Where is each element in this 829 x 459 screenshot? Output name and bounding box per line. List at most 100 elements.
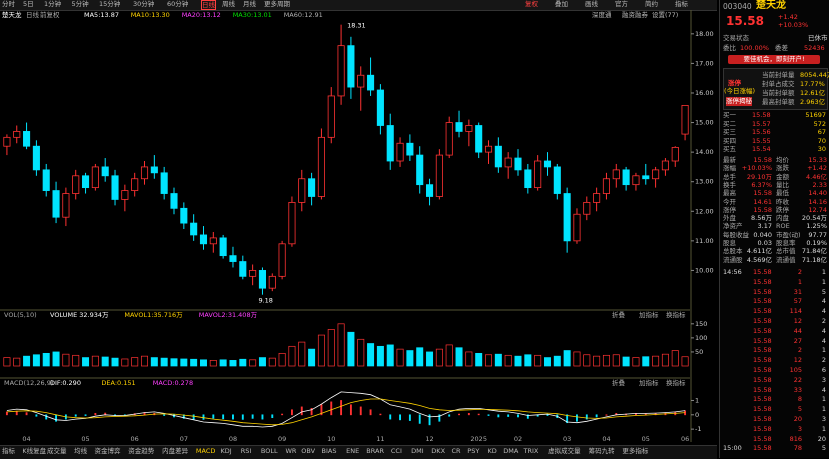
- macd-bar: [595, 414, 598, 418]
- period-tab[interactable]: 更多周期: [264, 0, 290, 8]
- chart: 18.00 17.00 16.00 15.00 14.00 13.00 12.00 11.00…: [0, 10, 714, 443]
- header-button[interactable]: 设置(77): [652, 11, 679, 19]
- indicator-tab[interactable]: K线复盘: [22, 447, 47, 455]
- indicator-tab[interactable]: 均线: [74, 447, 88, 455]
- indicator-tab[interactable]: KDJ: [220, 447, 232, 455]
- indicator-tab[interactable]: BRAR: [366, 447, 384, 455]
- indicator-tab[interactable]: WR: [285, 447, 297, 455]
- tool-button[interactable]: 简约: [645, 0, 658, 8]
- indicator-tab[interactable]: BOLL: [260, 447, 278, 455]
- indicator-tab[interactable]: DKX: [431, 447, 446, 455]
- pct: +10.03%: [778, 21, 809, 29]
- tool-button[interactable]: 官方: [615, 0, 628, 8]
- indicator-tab[interactable]: 资金博弈: [94, 447, 121, 455]
- panel-legend: DEA:0.151: [101, 379, 135, 387]
- limit-key: 最高封单额: [762, 98, 795, 106]
- macd-bar: [467, 413, 470, 416]
- period-tab[interactable]: 分时: [2, 0, 15, 8]
- y-tick-label: 18.00: [695, 30, 714, 38]
- indicator-tab[interactable]: TRIX: [523, 447, 539, 455]
- candle-body: [160, 172, 168, 194]
- candle-body: [376, 89, 384, 126]
- period-tab[interactable]: 周线: [222, 0, 235, 8]
- trade-volume: 57: [793, 297, 802, 306]
- candle-body: [317, 136, 325, 197]
- panel-button: 加指标: [639, 310, 659, 319]
- macd-bar: [251, 414, 254, 419]
- tool-button[interactable]: 复权: [525, 0, 538, 8]
- indicator-tab[interactable]: OBV: [301, 447, 316, 455]
- tool-button[interactable]: 叠加: [555, 0, 568, 8]
- banner[interactable]: 要佳机会，即刻开户!: [728, 55, 820, 64]
- candle-body: [199, 234, 208, 245]
- period-tab[interactable]: 60分钟: [167, 0, 189, 8]
- indicator-tab[interactable]: DMA: [503, 447, 519, 455]
- indicator-tab[interactable]: MACD: [195, 447, 216, 455]
- volume-bar: [612, 354, 620, 367]
- limit-tag: 涨停揭秘: [726, 97, 752, 106]
- macd-bar: [458, 413, 460, 416]
- period-tab[interactable]: 5日: [23, 0, 34, 8]
- candle-body: [23, 131, 31, 147]
- indicator-tab[interactable]: PSY: [467, 447, 480, 455]
- indicator-tab[interactable]: 内盘差异: [162, 447, 189, 455]
- macd-bar: [576, 414, 578, 422]
- stat-value: 29.10万: [746, 172, 772, 181]
- trade-volume: 5: [797, 405, 802, 414]
- tool-button[interactable]: 指标: [675, 0, 688, 8]
- header-button[interactable]: 融资融券: [622, 11, 648, 19]
- stat-key: 量比: [776, 180, 789, 189]
- period-tab[interactable]: 30分钟: [133, 0, 155, 8]
- candle-body: [642, 175, 650, 180]
- indicator-tab[interactable]: ENE: [346, 447, 360, 455]
- candle-body: [514, 157, 522, 171]
- indicator-tab[interactable]: KD: [487, 447, 497, 455]
- trade-volume: 12: [793, 356, 802, 365]
- volume-bar: [3, 357, 11, 367]
- macd-bar: [349, 404, 352, 416]
- candle-body: [406, 142, 414, 156]
- candle-body: [484, 145, 493, 153]
- period-tab[interactable]: 月线: [243, 0, 256, 8]
- stat-value: 12.74: [808, 205, 827, 214]
- x-tick-label: 07: [180, 435, 188, 443]
- indicator-tab[interactable]: CR: [451, 447, 461, 455]
- macd-bar: [261, 414, 264, 420]
- indicator-tab[interactable]: 资金趋势: [128, 447, 155, 455]
- y-tick-label: 0: [695, 411, 699, 419]
- indicator-tab[interactable]: 虚拟成交量: [548, 447, 581, 455]
- macd-bar: [55, 414, 58, 422]
- candle-body: [298, 178, 306, 203]
- ma-label: MA5:13.87: [84, 11, 119, 19]
- candle-body: [563, 193, 571, 242]
- candle-body: [91, 166, 99, 189]
- volume-bar: [426, 351, 434, 367]
- stat-key: 涨停: [723, 205, 736, 214]
- candle-body: [209, 237, 217, 245]
- candle-body: [593, 193, 601, 203]
- volume-bar: [357, 338, 365, 367]
- period-tab[interactable]: 1分钟: [44, 0, 62, 8]
- panel-button: 折叠: [612, 378, 626, 387]
- volume-bar: [180, 358, 188, 367]
- indicator-tab[interactable]: DMI: [411, 447, 424, 455]
- indicator-tab[interactable]: RSI: [240, 447, 252, 455]
- macd-bar: [330, 401, 333, 416]
- period-tab[interactable]: 15分钟: [99, 0, 121, 8]
- indicator-tab[interactable]: CCI: [390, 447, 402, 455]
- volume-bar: [249, 359, 257, 367]
- header-button[interactable]: 深度通: [592, 11, 612, 19]
- indicator-tab[interactable]: 指标: [2, 447, 15, 455]
- panel-legend: MAVOL2:31.408万: [199, 311, 258, 319]
- indicator-tab[interactable]: 筹码九转: [588, 447, 615, 455]
- period-tab[interactable]: 日线: [201, 0, 216, 10]
- period-tab[interactable]: 5分钟: [71, 0, 89, 8]
- stat-value: 71.84亿: [801, 247, 827, 256]
- candle-body: [602, 178, 611, 194]
- stat-key: 昨收: [776, 197, 789, 206]
- indicator-tab[interactable]: 成交量: [47, 447, 67, 455]
- indicator-tab[interactable]: BIAS: [321, 447, 337, 455]
- indicator-tab[interactable]: 更多指标: [622, 447, 649, 455]
- tool-button[interactable]: 画线: [585, 0, 598, 8]
- trade-price: 15.58: [753, 297, 772, 306]
